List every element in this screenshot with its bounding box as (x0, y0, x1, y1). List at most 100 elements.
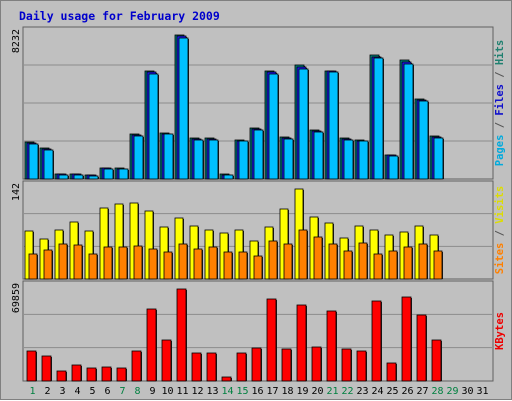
x-tick-label-day-19: 19 (296, 386, 308, 397)
x-tick-label-day-8: 8 (134, 386, 140, 397)
bar-kbytes-day-7 (116, 367, 127, 382)
bar-sites-day-22 (343, 250, 353, 280)
bar-pages-day-26 (403, 63, 414, 180)
bar-sites-day-4 (73, 244, 83, 280)
x-tick-label-day-23: 23 (356, 386, 368, 397)
side-label-part: Visits (494, 186, 506, 224)
bar-sites-day-7 (118, 246, 128, 280)
bar-kbytes-day-10 (161, 339, 172, 382)
bar-pages-day-3 (58, 174, 69, 180)
bar-kbytes-day-15 (236, 352, 247, 382)
bar-sites-day-1 (28, 253, 38, 280)
x-tick-label-day-28: 28 (431, 386, 443, 397)
bar-sites-day-18 (283, 243, 293, 280)
x-tick-label-day-6: 6 (104, 386, 110, 397)
bar-pages-day-23 (358, 140, 369, 180)
bar-kbytes-day-1 (26, 350, 37, 382)
bar-sites-day-9 (148, 248, 158, 280)
bar-pages-day-8 (133, 135, 144, 180)
x-tick-label-day-26: 26 (401, 386, 413, 397)
x-tick-label-day-30: 30 (461, 386, 473, 397)
x-tick-label-day-2: 2 (44, 386, 50, 397)
side-label-part: Files (494, 84, 506, 116)
bar-sites-day-15 (238, 251, 248, 280)
bar-pages-day-28 (433, 137, 444, 180)
x-tick-label-day-29: 29 (446, 386, 458, 397)
bar-pages-day-15 (238, 140, 249, 180)
bar-pages-day-1 (28, 143, 39, 180)
bar-sites-day-20 (313, 236, 323, 280)
bar-sites-day-17 (268, 240, 278, 280)
x-tick-label-day-7: 7 (119, 386, 125, 397)
x-tick-label-day-5: 5 (89, 386, 95, 397)
x-tick-label-day-4: 4 (74, 386, 80, 397)
bar-pages-day-6 (103, 168, 114, 180)
bar-pages-day-7 (118, 168, 129, 180)
bar-kbytes-day-19 (296, 304, 307, 382)
bar-kbytes-day-16 (251, 347, 262, 382)
x-tick-label-day-10: 10 (161, 386, 173, 397)
bar-kbytes-day-23 (356, 350, 367, 382)
x-tick-label-day-25: 25 (386, 386, 398, 397)
bar-sites-day-12 (193, 248, 203, 280)
bar-pages-day-24 (373, 57, 384, 180)
bar-sites-day-6 (103, 246, 113, 280)
x-tick-label-day-18: 18 (281, 386, 293, 397)
side-label-part: KBytes (494, 312, 506, 350)
x-tick-label-day-3: 3 (59, 386, 65, 397)
bar-sites-day-28 (433, 250, 443, 280)
bar-sites-day-14 (223, 251, 233, 280)
bar-sites-day-5 (88, 253, 98, 280)
bar-pages-day-5 (88, 175, 99, 180)
x-tick-label-day-24: 24 (371, 386, 383, 397)
x-tick-label-day-13: 13 (206, 386, 218, 397)
bar-kbytes-day-28 (431, 339, 442, 382)
bar-pages-day-21 (328, 71, 339, 180)
bar-sites-day-10 (163, 251, 173, 280)
bar-pages-day-9 (148, 73, 159, 180)
bar-pages-day-17 (268, 73, 279, 180)
bar-pages-day-2 (43, 149, 54, 180)
bar-pages-day-20 (313, 131, 324, 180)
x-tick-label-day-14: 14 (221, 386, 233, 397)
bar-kbytes-day-24 (371, 300, 382, 382)
bar-pages-day-4 (73, 174, 84, 180)
x-tick-label-day-21: 21 (326, 386, 338, 397)
bar-kbytes-day-14 (221, 376, 232, 382)
bar-pages-day-19 (298, 68, 309, 180)
x-tick-label-day-17: 17 (266, 386, 278, 397)
x-tick-label-day-27: 27 (416, 386, 428, 397)
bar-kbytes-day-13 (206, 352, 217, 382)
bar-kbytes-day-3 (56, 370, 67, 382)
bar-pages-day-27 (418, 100, 429, 180)
side-label-part: / (494, 65, 506, 84)
bar-pages-day-14 (223, 174, 234, 180)
x-tick-label-day-20: 20 (311, 386, 323, 397)
side-label-part: / (494, 116, 506, 135)
max-label-pages-files-hits: 8232 (11, 29, 22, 53)
bar-kbytes-day-21 (326, 310, 337, 382)
x-tick-label-day-12: 12 (191, 386, 203, 397)
bar-kbytes-day-4 (71, 364, 82, 382)
bar-kbytes-day-27 (416, 314, 427, 382)
bar-sites-day-23 (358, 242, 368, 280)
bar-kbytes-day-20 (311, 346, 322, 382)
x-tick-label-day-31: 31 (476, 386, 488, 397)
bar-kbytes-day-17 (266, 298, 277, 382)
chart-title: Daily usage for February 2009 (19, 9, 220, 23)
bar-sites-day-21 (328, 243, 338, 280)
bar-sites-day-13 (208, 246, 218, 280)
bar-sites-day-16 (253, 255, 263, 280)
bar-pages-day-10 (163, 133, 174, 180)
side-label-visits-sites: Sites / Visits (494, 186, 506, 275)
bar-pages-day-25 (388, 155, 399, 180)
side-label-part: Sites (494, 243, 506, 275)
x-tick-label-day-16: 16 (251, 386, 263, 397)
side-label-kbytes: KBytes (494, 312, 506, 350)
bar-pages-day-18 (283, 138, 294, 180)
bar-pages-day-16 (253, 129, 264, 180)
side-label-part: Pages (494, 135, 506, 167)
bar-sites-day-2 (43, 249, 53, 280)
bar-sites-day-8 (133, 245, 143, 280)
